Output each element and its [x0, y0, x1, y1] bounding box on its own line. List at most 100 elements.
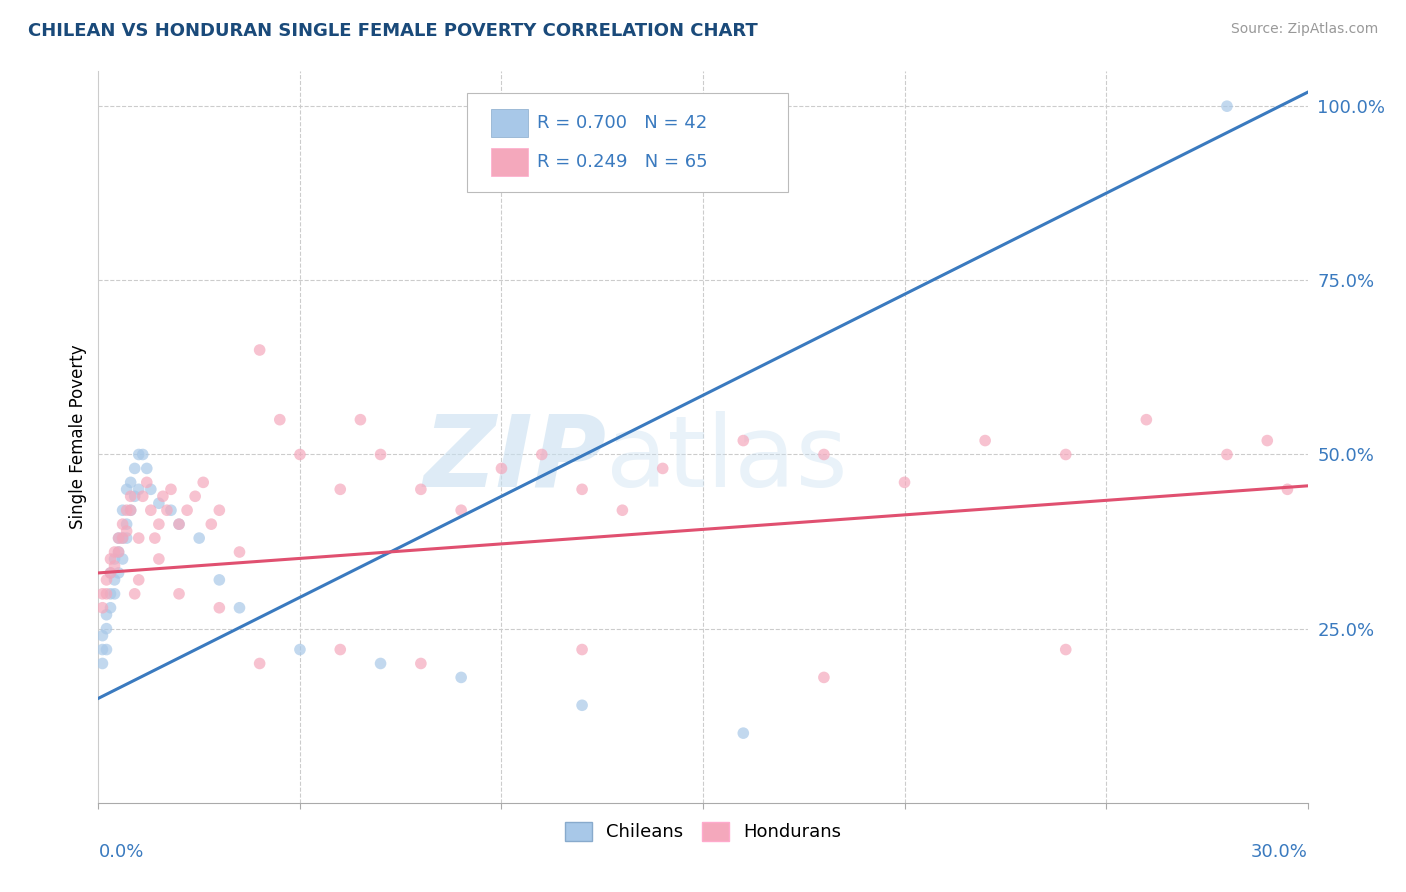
Point [651, 461, 673, 475]
Point [450, 670, 472, 684]
Point [128, 531, 150, 545]
Point [188, 531, 211, 545]
Point [96, 573, 118, 587]
Point [249, 657, 271, 671]
Point [370, 448, 392, 462]
Point [148, 552, 170, 566]
Point [269, 412, 291, 426]
Point [100, 552, 122, 566]
Bar [492, 110, 527, 137]
Point [148, 496, 170, 510]
Point [813, 448, 835, 462]
Point [115, 483, 138, 497]
Point [571, 698, 593, 713]
Point [96, 622, 118, 636]
Point [139, 503, 162, 517]
Point [733, 434, 755, 448]
Point [813, 670, 835, 684]
Point [103, 558, 125, 573]
Point [184, 489, 207, 503]
Point [91, 642, 114, 657]
Point [91, 587, 114, 601]
Point [128, 573, 150, 587]
Point [111, 503, 134, 517]
Point [893, 475, 915, 490]
Point [288, 448, 311, 462]
Point [132, 489, 155, 503]
Point [111, 552, 134, 566]
Point [103, 545, 125, 559]
Point [115, 517, 138, 532]
Point [115, 503, 138, 517]
Point [100, 566, 122, 580]
Point [176, 503, 198, 517]
Point [1135, 412, 1157, 426]
Point [139, 483, 162, 497]
FancyBboxPatch shape [467, 94, 787, 192]
Point [120, 503, 142, 517]
Point [349, 412, 371, 426]
Point [1277, 483, 1299, 497]
Point [1216, 448, 1239, 462]
Point [167, 587, 190, 601]
Legend: Chileans, Hondurans: Chileans, Hondurans [558, 814, 848, 848]
Point [124, 461, 146, 475]
Point [96, 587, 118, 601]
Point [1216, 99, 1239, 113]
Point [152, 489, 174, 503]
Text: Source: ZipAtlas.com: Source: ZipAtlas.com [1230, 22, 1378, 37]
Point [135, 475, 157, 490]
Point [107, 566, 129, 580]
Point [571, 483, 593, 497]
Text: atlas: atlas [606, 410, 848, 508]
Point [135, 461, 157, 475]
Point [409, 483, 432, 497]
Point [103, 552, 125, 566]
Point [208, 573, 231, 587]
Point [288, 642, 311, 657]
Point [107, 531, 129, 545]
Text: R = 0.249   N = 65: R = 0.249 N = 65 [537, 153, 709, 171]
Point [107, 545, 129, 559]
Point [156, 503, 179, 517]
Point [1054, 448, 1077, 462]
Point [128, 483, 150, 497]
Point [208, 600, 231, 615]
Point [100, 566, 122, 580]
Point [115, 531, 138, 545]
Bar [492, 148, 527, 176]
Text: R = 0.700   N = 42: R = 0.700 N = 42 [537, 114, 707, 132]
Point [208, 503, 231, 517]
Point [100, 600, 122, 615]
Point [107, 545, 129, 559]
Point [120, 475, 142, 490]
Point [100, 587, 122, 601]
Point [193, 475, 215, 490]
Point [974, 434, 997, 448]
Point [91, 629, 114, 643]
Point [530, 448, 553, 462]
Point [167, 517, 190, 532]
Point [409, 657, 432, 671]
Point [120, 503, 142, 517]
Point [103, 587, 125, 601]
Point [120, 489, 142, 503]
Point [148, 517, 170, 532]
Point [91, 600, 114, 615]
Point [96, 642, 118, 657]
Point [612, 503, 634, 517]
Point [96, 607, 118, 622]
Point [111, 517, 134, 532]
Point [450, 503, 472, 517]
Point [124, 587, 146, 601]
Point [107, 531, 129, 545]
Y-axis label: Single Female Poverty: Single Female Poverty [69, 345, 87, 529]
Text: CHILEAN VS HONDURAN SINGLE FEMALE POVERTY CORRELATION CHART: CHILEAN VS HONDURAN SINGLE FEMALE POVERT… [28, 22, 758, 40]
Point [111, 531, 134, 545]
Point [329, 642, 352, 657]
Point [160, 483, 183, 497]
Point [733, 726, 755, 740]
Point [1256, 434, 1278, 448]
Point [143, 531, 166, 545]
Text: 30.0%: 30.0% [1251, 843, 1308, 861]
